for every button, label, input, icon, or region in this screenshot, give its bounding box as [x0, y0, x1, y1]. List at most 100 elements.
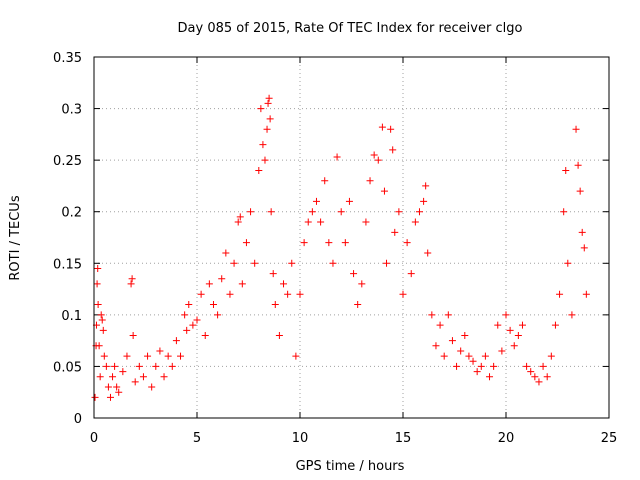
- data-point: [411, 218, 419, 226]
- data-point: [115, 388, 123, 396]
- axis-ticks: 0 0.05 0.1 0.15 0.2 0.25 0.3 0.35 0 5 10 15 20 25: [53, 51, 617, 446]
- data-point: [502, 311, 510, 319]
- x-tick-label: 20: [498, 431, 515, 446]
- data-point: [94, 264, 102, 272]
- data-point: [193, 316, 201, 324]
- data-point: [113, 383, 121, 391]
- data-point: [100, 352, 108, 360]
- data-point: [477, 362, 485, 370]
- data-point: [251, 259, 259, 267]
- data-point: [461, 331, 469, 339]
- data-point: [578, 228, 586, 236]
- data-point: [271, 301, 279, 309]
- data-point: [350, 270, 358, 278]
- data-point: [345, 197, 353, 205]
- data-point: [432, 342, 440, 350]
- data-point: [560, 208, 568, 216]
- data-point: [129, 331, 137, 339]
- y-axis-title: ROTI / TECUs: [8, 195, 23, 280]
- x-tick-label: 5: [193, 431, 201, 446]
- data-point: [568, 311, 576, 319]
- data-point: [96, 373, 104, 381]
- data-point: [304, 218, 312, 226]
- data-point: [265, 94, 273, 102]
- data-point: [214, 311, 222, 319]
- data-point: [93, 280, 101, 288]
- data-point: [378, 123, 386, 131]
- data-point: [582, 290, 590, 298]
- data-point: [543, 373, 551, 381]
- data-point: [257, 105, 265, 113]
- data-point: [333, 153, 341, 161]
- data-point: [436, 321, 444, 329]
- data-point: [236, 213, 244, 221]
- data-point: [128, 275, 136, 283]
- data-point: [457, 347, 465, 355]
- data-point: [144, 352, 152, 360]
- y-tick-label: 0.25: [53, 154, 82, 169]
- data-point: [481, 352, 489, 360]
- data-point: [177, 352, 185, 360]
- data-point: [189, 321, 197, 329]
- data-point: [506, 326, 514, 334]
- data-point: [535, 378, 543, 386]
- data-point: [300, 239, 308, 247]
- data-point: [269, 270, 277, 278]
- data-point: [576, 187, 584, 195]
- plot-frame: [93, 56, 610, 419]
- y-tick-label: 0.15: [53, 257, 82, 272]
- data-point: [197, 290, 205, 298]
- data-point: [420, 197, 428, 205]
- data-point: [383, 259, 391, 267]
- data-point: [91, 393, 99, 401]
- data-point: [259, 141, 267, 149]
- data-point: [242, 239, 250, 247]
- data-point: [572, 125, 580, 133]
- data-point: [469, 357, 477, 365]
- data-point: [205, 280, 213, 288]
- data-point: [218, 275, 226, 283]
- data-point: [98, 316, 106, 324]
- data-point: [160, 373, 168, 381]
- data-point: [415, 208, 423, 216]
- y-tick-label: 0: [74, 412, 82, 427]
- data-point: [389, 146, 397, 154]
- data-point: [370, 151, 378, 159]
- y-tick-label: 0.1: [61, 309, 82, 324]
- data-point: [325, 239, 333, 247]
- data-point: [139, 373, 147, 381]
- data-point: [94, 301, 102, 309]
- data-point: [261, 156, 269, 164]
- data-point: [354, 301, 362, 309]
- data-point: [531, 373, 539, 381]
- data-point: [329, 259, 337, 267]
- data-point: [102, 362, 110, 370]
- y-tick-label: 0.2: [61, 206, 82, 221]
- data-point: [362, 218, 370, 226]
- data-point: [185, 301, 193, 309]
- data-point: [428, 311, 436, 319]
- data-point: [473, 368, 481, 376]
- data-point: [498, 347, 506, 355]
- data-point: [104, 383, 112, 391]
- data-point: [255, 166, 263, 174]
- data-point: [275, 331, 283, 339]
- data-point: [444, 311, 452, 319]
- data-point: [267, 208, 275, 216]
- data-point: [494, 321, 502, 329]
- x-tick-label: 15: [395, 431, 412, 446]
- data-point: [111, 362, 119, 370]
- x-axis-title: GPS time / hours: [296, 459, 405, 474]
- data-point: [148, 383, 156, 391]
- data-point: [135, 362, 143, 370]
- data-point: [539, 362, 547, 370]
- data-point: [280, 280, 288, 288]
- data-point: [247, 208, 255, 216]
- data-point: [264, 99, 272, 107]
- data-point: [226, 290, 234, 298]
- data-point: [222, 249, 230, 257]
- data-point: [341, 239, 349, 247]
- x-tick-label: 10: [292, 431, 309, 446]
- data-point: [403, 239, 411, 247]
